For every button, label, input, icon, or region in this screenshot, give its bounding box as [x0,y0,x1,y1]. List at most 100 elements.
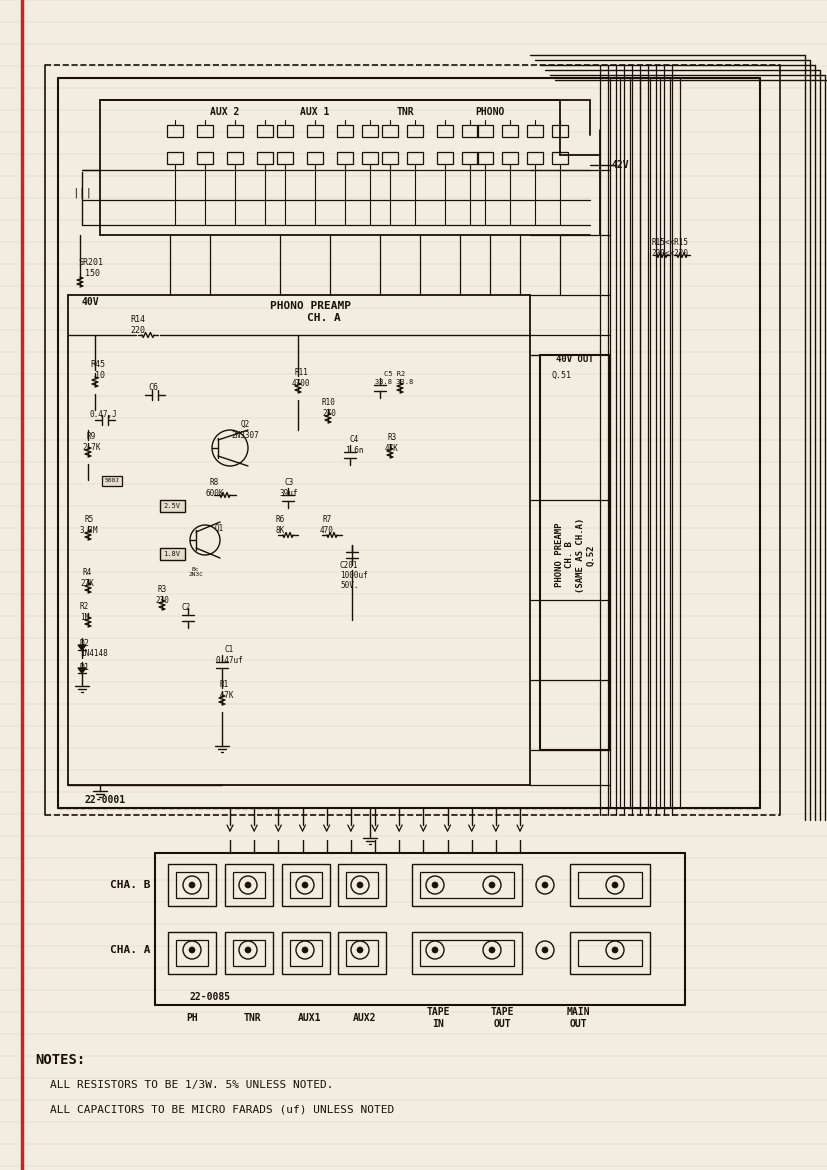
Bar [420,940,514,966]
Text: AUX2: AUX2 [353,1013,377,1023]
Bar [160,500,185,512]
Text: R6
8K: R6 8K [275,515,284,535]
Text: 40V OUT: 40V OUT [557,356,594,365]
Bar [382,125,398,137]
Bar [176,940,208,966]
Bar [462,152,478,164]
Circle shape [489,882,495,888]
Circle shape [302,947,308,954]
Text: PH: PH [186,1013,198,1023]
Text: R3
230: R3 230 [155,585,169,605]
Text: R5
3.3M: R5 3.3M [80,515,98,535]
Circle shape [542,947,548,954]
Bar [233,940,265,966]
Text: C5 R2
33.8 33.8: C5 R2 33.8 33.8 [375,372,414,385]
Polygon shape [78,668,86,673]
Bar [578,940,642,966]
Polygon shape [78,645,86,651]
Bar [477,125,493,137]
Bar [338,932,386,973]
Text: 1000uf: 1000uf [340,571,368,579]
Circle shape [189,882,195,888]
Bar [552,125,568,137]
Circle shape [189,947,195,954]
Bar [477,152,493,164]
Text: ALL CAPACITORS TO BE MICRO FARADS (uf) UNLESS NOTED: ALL CAPACITORS TO BE MICRO FARADS (uf) U… [50,1104,394,1115]
Text: R45
 10: R45 10 [90,360,105,380]
Text: 40V: 40V [81,297,98,307]
Bar [420,872,514,899]
Bar [407,125,423,137]
Text: R7
470: R7 470 [320,515,334,535]
Bar [167,125,183,137]
Bar [527,152,543,164]
Text: 50V.: 50V. [340,580,358,590]
Circle shape [432,882,438,888]
Circle shape [245,947,251,954]
Text: CHA. B: CHA. B [110,880,151,890]
Text: PHONO: PHONO [476,106,504,117]
Text: C1
0.47uf: C1 0.47uf [215,646,243,665]
Bar [277,152,293,164]
Bar [437,152,453,164]
Text: 22-0001: 22-0001 [84,794,126,805]
Text: C201: C201 [340,560,358,570]
Text: Q1: Q1 [215,523,224,532]
Text: Bc
2N3C: Bc 2N3C [188,566,203,578]
Bar [552,152,568,164]
Bar [437,125,453,137]
Text: R8
600K: R8 600K [205,479,223,497]
Text: D1: D1 [80,663,90,673]
Text: R4
27K: R4 27K [80,569,94,587]
Bar [346,940,378,966]
Bar [527,125,543,137]
Text: R10
270: R10 270 [322,398,336,418]
Bar [227,125,243,137]
Circle shape [542,882,548,888]
Bar [570,863,650,906]
Text: NOTES:: NOTES: [35,1053,85,1067]
Text: TNR: TNR [243,1013,261,1023]
Bar [502,152,518,164]
Text: R2
1M: R2 1M [80,603,89,621]
Text: C2: C2 [182,604,191,613]
Text: R1
 47K: R1 47K [215,680,233,700]
Bar [225,863,273,906]
Text: 22-0085: 22-0085 [190,992,231,1002]
Text: R3
47K: R3 47K [385,433,399,453]
Bar [197,125,213,137]
Bar [502,125,518,137]
Text: 42V: 42V [611,160,629,170]
Bar [168,863,216,906]
Circle shape [302,882,308,888]
Bar [257,125,273,137]
Bar [307,152,323,164]
Text: C3
39uf: C3 39uf [280,479,299,497]
Text: AUX1: AUX1 [299,1013,322,1023]
Text: D2: D2 [80,639,90,647]
Bar [540,355,610,750]
Bar [346,872,378,899]
Text: 1.8V: 1.8V [164,551,180,557]
Bar [227,152,243,164]
Bar [282,932,330,973]
Circle shape [612,882,618,888]
Text: TAPE
IN: TAPE IN [426,1007,450,1028]
Text: C4
1.6n: C4 1.6n [345,435,364,455]
Circle shape [245,882,251,888]
Text: TAPE
OUT: TAPE OUT [490,1007,514,1028]
Bar [168,932,216,973]
Bar [290,940,322,966]
Bar [225,932,273,973]
Bar [102,476,122,486]
Bar [338,863,386,906]
Text: 1N4148: 1N4148 [80,648,108,658]
Circle shape [357,882,363,888]
Bar [257,152,273,164]
Bar [362,125,378,137]
Bar [290,872,322,899]
Bar [578,872,642,899]
Bar [570,932,650,973]
Bar [412,932,522,973]
Text: |||: ||| [72,187,92,198]
